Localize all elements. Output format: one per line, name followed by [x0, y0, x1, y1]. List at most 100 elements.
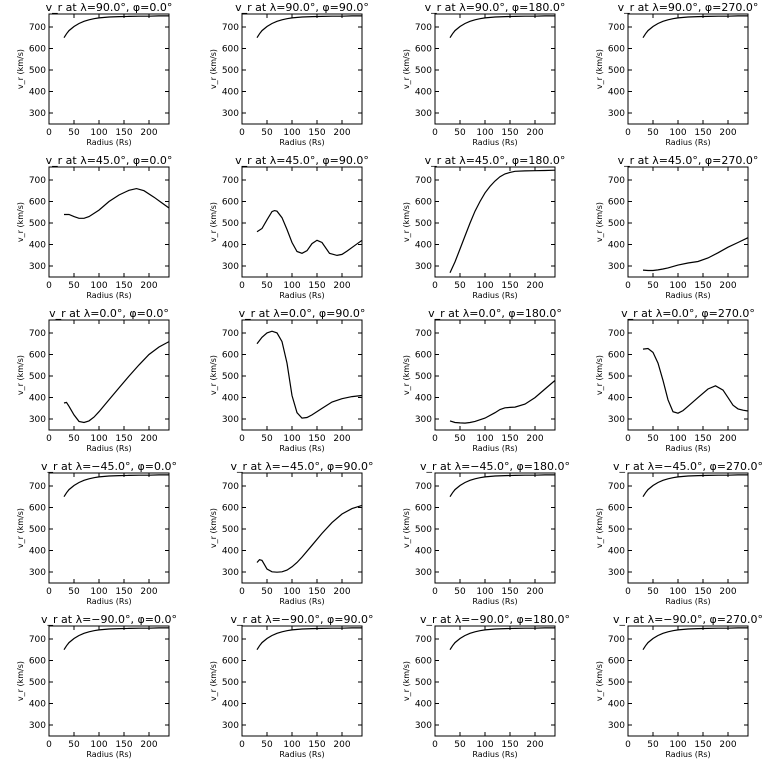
panel-title: v_r at λ=0.0°, φ=180.0° — [428, 307, 562, 320]
x-tick-label: 200 — [719, 281, 736, 291]
x-axis-label: Radius (Rs) — [472, 291, 517, 300]
x-tick-label: 150 — [308, 128, 325, 138]
panel-6: v_r at λ=45.0°, φ=180.0° 0 50 100 150 200 300 4… — [402, 154, 565, 300]
y-tick-label: 600 — [222, 45, 239, 55]
y-tick-label: 700 — [415, 176, 432, 186]
y-tick-label: 400 — [29, 394, 46, 404]
x-axis-label: Radius (Rs) — [86, 291, 131, 300]
x-tick-label: 200 — [333, 740, 350, 750]
y-axis-label: v_r (km/s) — [16, 202, 25, 242]
panel-16: v_r at λ=−90.0°, φ=0.0° 0 50 100 150 200 300 40… — [16, 613, 177, 759]
y-tick-label: 500 — [608, 678, 625, 688]
x-tick-label: 100 — [669, 128, 686, 138]
x-tick-label: 200 — [526, 281, 543, 291]
x-tick-label: 100 — [476, 740, 493, 750]
y-tick-label: 600 — [415, 45, 432, 55]
y-tick-label: 600 — [608, 504, 625, 514]
y-tick-label: 500 — [608, 219, 625, 229]
y-tick-label: 400 — [415, 241, 432, 251]
x-tick-label: 50 — [454, 587, 466, 597]
x-axis-label: Radius (Rs) — [279, 291, 324, 300]
y-tick-label: 700 — [608, 176, 625, 186]
x-tick-label: 100 — [476, 128, 493, 138]
y-tick-label: 600 — [29, 351, 46, 361]
y-tick-label: 400 — [608, 241, 625, 251]
x-tick-label: 0 — [239, 740, 245, 750]
y-tick-label: 300 — [608, 262, 625, 272]
series-line — [449, 15, 555, 39]
x-tick-label: 50 — [647, 281, 659, 291]
x-tick-label: 150 — [115, 281, 132, 291]
y-tick-label: 400 — [222, 88, 239, 98]
x-tick-label: 0 — [46, 434, 52, 444]
series-line — [256, 15, 362, 39]
plot-frame — [241, 319, 363, 431]
y-axis-label: v_r (km/s) — [16, 355, 25, 395]
y-tick-label: 600 — [608, 351, 625, 361]
x-tick-label: 50 — [454, 740, 466, 750]
series-line — [642, 474, 748, 498]
series-line — [256, 330, 362, 419]
panel-title: v_r at λ=0.0°, φ=270.0° — [621, 307, 755, 320]
x-tick-label: 0 — [46, 128, 52, 138]
y-tick-label: 700 — [29, 329, 46, 339]
x-axis-label: Radius (Rs) — [279, 444, 324, 453]
x-axis-label: Radius (Rs) — [472, 597, 517, 606]
x-tick-label: 200 — [719, 587, 736, 597]
x-tick-label: 50 — [261, 128, 273, 138]
y-tick-label: 600 — [29, 45, 46, 55]
y-tick-label: 600 — [29, 504, 46, 514]
y-tick-label: 400 — [222, 700, 239, 710]
y-tick-label: 500 — [29, 219, 46, 229]
x-axis-label: Radius (Rs) — [86, 138, 131, 147]
panel-title: v_r at λ=−90.0°, φ=0.0° — [41, 613, 177, 626]
y-tick-label: 500 — [29, 525, 46, 535]
y-tick-label: 300 — [222, 262, 239, 272]
y-tick-label: 400 — [222, 394, 239, 404]
y-tick-label: 400 — [222, 547, 239, 557]
y-axis-label: v_r (km/s) — [595, 661, 604, 701]
x-tick-label: 0 — [239, 281, 245, 291]
y-axis-label: v_r (km/s) — [402, 202, 411, 242]
series-line — [256, 504, 362, 573]
y-tick-label: 600 — [222, 504, 239, 514]
y-tick-label: 600 — [415, 198, 432, 208]
y-tick-label: 300 — [415, 568, 432, 578]
y-tick-label: 500 — [415, 678, 432, 688]
panel-7: v_r at λ=45.0°, φ=270.0° 0 50 100 150 200 300 4… — [595, 154, 758, 300]
y-tick-label: 500 — [608, 66, 625, 76]
y-tick-label: 300 — [608, 568, 625, 578]
y-tick-label: 600 — [415, 351, 432, 361]
x-tick-label: 100 — [90, 128, 107, 138]
y-tick-label: 400 — [415, 700, 432, 710]
x-tick-label: 100 — [476, 587, 493, 597]
y-tick-label: 600 — [222, 657, 239, 667]
x-tick-label: 150 — [694, 128, 711, 138]
panel-title: v_r at λ=−90.0°, φ=90.0° — [231, 613, 374, 626]
x-axis-label: Radius (Rs) — [665, 138, 710, 147]
series-line — [642, 627, 748, 651]
y-tick-label: 400 — [29, 547, 46, 557]
x-tick-label: 50 — [454, 281, 466, 291]
series-line — [449, 627, 555, 651]
y-tick-label: 300 — [608, 109, 625, 119]
y-tick-label: 400 — [608, 547, 625, 557]
x-tick-label: 200 — [526, 128, 543, 138]
panel-10: v_r at λ=0.0°, φ=180.0° 0 50 100 150 200 300 40… — [402, 307, 562, 453]
plot-frame — [627, 625, 749, 737]
y-tick-label: 500 — [608, 372, 625, 382]
panel-0: v_r at λ=90.0°, φ=0.0° 0 50 100 150 200 300 400… — [16, 1, 172, 147]
x-tick-label: 0 — [625, 281, 631, 291]
x-tick-label: 150 — [694, 434, 711, 444]
y-axis-label: v_r (km/s) — [402, 661, 411, 701]
panel-title: v_r at λ=0.0°, φ=90.0° — [239, 307, 366, 320]
y-tick-label: 500 — [415, 66, 432, 76]
series-line — [449, 169, 555, 273]
y-tick-label: 700 — [29, 23, 46, 33]
panel-4: v_r at λ=45.0°, φ=0.0° 0 50 100 150 200 300 400… — [16, 154, 172, 300]
x-tick-label: 50 — [647, 128, 659, 138]
y-tick-label: 300 — [29, 415, 46, 425]
y-axis-label: v_r (km/s) — [209, 355, 218, 395]
y-tick-label: 300 — [415, 262, 432, 272]
